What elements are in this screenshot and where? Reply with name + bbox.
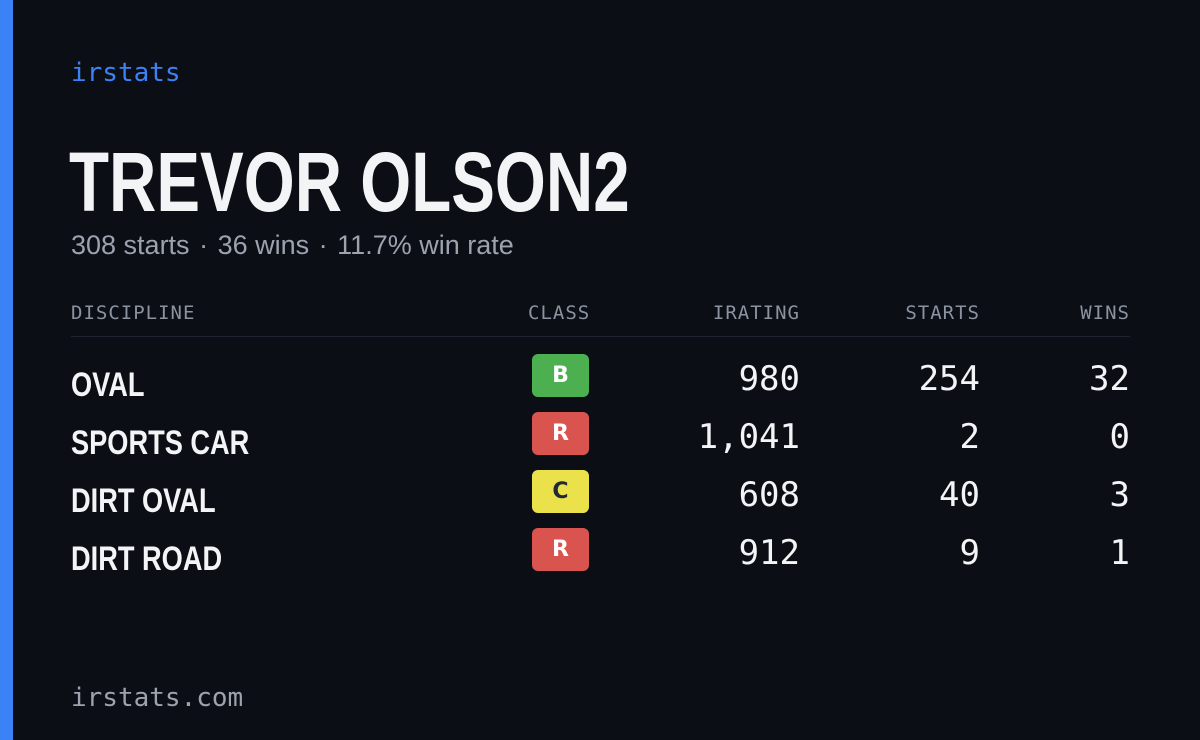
wins-value: 0 bbox=[1110, 416, 1130, 458]
starts-value: 40 bbox=[939, 474, 980, 516]
discipline-name: DIRT ROAD bbox=[71, 538, 222, 580]
class-badge: R bbox=[532, 528, 589, 571]
class-badge: C bbox=[532, 470, 589, 513]
starts-value: 254 bbox=[919, 358, 980, 400]
summary-separator: · bbox=[317, 230, 330, 260]
column-header-wins: WINS bbox=[1080, 300, 1130, 326]
brand-logo-text: irstats bbox=[71, 56, 181, 90]
wins-value: 32 bbox=[1089, 358, 1130, 400]
discipline-name: OVAL bbox=[71, 364, 145, 406]
wins-value: 1 bbox=[1110, 532, 1130, 574]
discipline-name: SPORTS CAR bbox=[71, 422, 249, 464]
column-header-class: CLASS bbox=[528, 300, 590, 326]
summary-separator: · bbox=[197, 230, 210, 260]
irating-value: 912 bbox=[739, 532, 800, 574]
header-divider bbox=[71, 336, 1130, 337]
irating-value: 980 bbox=[739, 358, 800, 400]
irating-value: 608 bbox=[739, 474, 800, 516]
driver-summary: 308 starts · 36 wins · 11.7% win rate bbox=[71, 228, 514, 262]
summary-starts: 308 starts bbox=[71, 230, 190, 260]
column-header-discipline: DISCIPLINE bbox=[71, 300, 195, 326]
wins-value: 3 bbox=[1110, 474, 1130, 516]
table-row: DIRT OVAL C 608 40 3 bbox=[0, 466, 1200, 524]
summary-wins: 36 wins bbox=[218, 230, 310, 260]
table-row: SPORTS CAR R 1,041 2 0 bbox=[0, 408, 1200, 466]
class-badge: R bbox=[532, 412, 589, 455]
class-badge: B bbox=[532, 354, 589, 397]
discipline-name: DIRT OVAL bbox=[71, 480, 216, 522]
table-row: OVAL B 980 254 32 bbox=[0, 350, 1200, 408]
column-header-irating: IRATING bbox=[713, 300, 800, 326]
footer-url: irstats.com bbox=[71, 682, 243, 714]
irating-value: 1,041 bbox=[698, 416, 800, 458]
column-header-starts: STARTS bbox=[905, 300, 980, 326]
summary-win-rate: 11.7% win rate bbox=[337, 230, 514, 260]
starts-value: 9 bbox=[960, 532, 980, 574]
driver-name: TREVOR OLSON2 bbox=[69, 134, 630, 230]
table-row: DIRT ROAD R 912 9 1 bbox=[0, 524, 1200, 582]
starts-value: 2 bbox=[960, 416, 980, 458]
